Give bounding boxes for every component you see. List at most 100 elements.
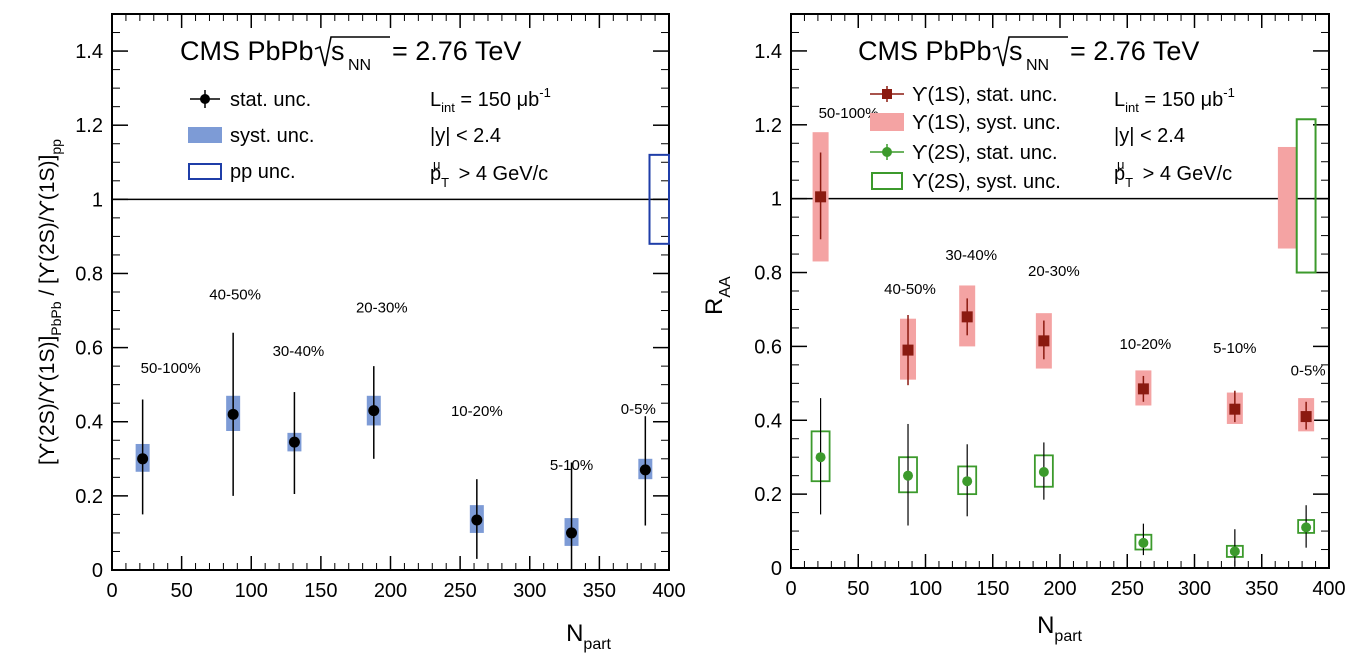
info-lumi: Lint = 150 μb-1 [430, 85, 551, 115]
axis-ticks: 0 50 100 150 200 250 300 350 400 0 0.2 0.4 0.6 0.8 1 1.… [754, 14, 1346, 600]
info-pt-sup: μ [1117, 157, 1125, 172]
chart-title: CMS PbPb s NN = 2.76 TeV [858, 36, 1199, 74]
legend-stat-marker [200, 94, 210, 104]
title-sqrt-sub: NN [1026, 57, 1049, 74]
legend-s2-syst-label: ϒ(2S), syst. unc. [912, 171, 1061, 193]
data-point [368, 405, 380, 417]
data-point [227, 408, 239, 420]
data-point [288, 436, 300, 448]
double-ratio-panel: 0 50 100 150 200 250 300 350 400 0 0.2 0.4 0.6 0.8 1 1.… [36, 13, 686, 653]
centrality-label: 20-30% [356, 300, 408, 317]
legend-stat-label: stat. unc. [230, 89, 311, 111]
pp-uncertainty-box [648, 153, 671, 245]
x-tick-label: 350 [1245, 578, 1278, 600]
legend-pp-swatch [188, 163, 222, 180]
x-tick-label: 250 [1111, 578, 1144, 600]
title-suffix: = 2.76 TeV [1070, 36, 1199, 66]
y-tick-label: 0 [771, 558, 782, 580]
centrality-label: 10-20% [451, 403, 503, 420]
x-tick-label: 400 [652, 580, 685, 602]
title-sqrt-s: s [331, 36, 345, 66]
y-tick-label: 1.4 [754, 41, 782, 63]
y-tick-label: 0.8 [75, 263, 103, 285]
y-tick-label: 1.2 [75, 115, 103, 137]
centrality-label: 50-100% [819, 105, 879, 122]
legend-s1-syst-label: ϒ(1S), syst. unc. [912, 112, 1061, 134]
x-tick-label: 200 [374, 580, 407, 602]
x-axis-label: Npart [1037, 612, 1082, 645]
data-markers [810, 118, 1317, 567]
s1-data-point [815, 191, 827, 203]
title-prefix: CMS PbPb [858, 36, 992, 66]
s1-data-point [1300, 411, 1312, 423]
s2-data-point [1038, 466, 1049, 477]
legend-pp-label: pp unc. [230, 161, 296, 183]
y-tick-label: 1 [771, 189, 782, 211]
sqrt-sign-icon [314, 36, 390, 67]
centrality-label: 5-10% [550, 457, 593, 474]
x-tick-label: 300 [513, 580, 546, 602]
s2-pp-uncertainty-box [1295, 118, 1317, 274]
centrality-labels: 50-100% 40-50% 30-40% 20-30% 10-20% 5-10% 0-5% [819, 105, 1326, 380]
info-pt: pT > 4 GeV/c [1114, 163, 1232, 190]
x-tick-label: 50 [171, 580, 193, 602]
plot-frame [790, 13, 1330, 569]
centrality-label: 10-20% [1120, 336, 1172, 353]
x-tick-label: 400 [1312, 578, 1345, 600]
x-tick-label: 0 [785, 578, 796, 600]
y-tick-label: 0.4 [75, 412, 103, 434]
x-tick-label: 250 [443, 580, 476, 602]
data-point [566, 527, 578, 539]
centrality-label: 0-5% [621, 401, 656, 418]
x-tick-label: 50 [847, 578, 869, 600]
centrality-labels: 50-100% 40-50% 30-40% 20-30% 10-20% 5-10% 0-5% [141, 286, 656, 474]
info-pt-sup: μ [433, 157, 441, 172]
centrality-label: 40-50% [884, 281, 936, 298]
x-axis-label: Npart [566, 620, 611, 653]
sqrt-sign-icon [992, 36, 1068, 67]
title-sqrt-s: s [1009, 36, 1023, 66]
centrality-label: 30-40% [273, 343, 325, 360]
y-tick-label: 0.2 [75, 486, 103, 508]
y-tick-label: 0.2 [754, 484, 782, 506]
s1-data-point [1137, 383, 1149, 395]
s1-pp-uncertainty-box [1277, 146, 1297, 249]
title-sqrt-sub: NN [348, 57, 371, 74]
info-rapidity: |y| < 2.4 [430, 125, 501, 147]
y-tick-label: 0 [92, 560, 103, 582]
info-lumi: Lint = 150 μb-1 [1114, 85, 1235, 115]
s2-data-point [1301, 522, 1312, 533]
x-tick-label: 150 [304, 580, 337, 602]
data-markers [135, 153, 671, 570]
legend: stat. unc. syst. unc. pp unc. [188, 89, 314, 183]
raa-panel: 0 50 100 150 200 250 300 350 400 0 0.2 0.4 0.6 0.8 1 1.… [701, 13, 1346, 645]
title-suffix: = 2.76 TeV [392, 36, 521, 66]
info-rapidity: |y| < 2.4 [1114, 125, 1185, 147]
x-tick-label: 300 [1178, 578, 1211, 600]
y-tick-label: 1.4 [75, 41, 103, 63]
legend: ϒ(1S), stat. unc. ϒ(1S), syst. unc. ϒ(2S… [870, 84, 1061, 193]
x-tick-label: 150 [976, 578, 1009, 600]
centrality-label: 20-30% [1028, 263, 1080, 280]
s1-data-point [1229, 403, 1241, 415]
s1-data-point [1038, 335, 1050, 347]
s2-data-point [962, 476, 973, 487]
s1-data-point [902, 344, 914, 356]
y-tick-label: 1 [92, 189, 103, 211]
centrality-label: 0-5% [1291, 363, 1326, 380]
legend-s1-stat-label: ϒ(1S), stat. unc. [912, 84, 1058, 106]
legend-syst-label: syst. unc. [230, 125, 314, 147]
s2-data-point [815, 452, 826, 463]
title-prefix: CMS PbPb [180, 36, 314, 66]
data-point [137, 453, 149, 465]
x-tick-label: 0 [106, 580, 117, 602]
run-info: Lint = 150 μb-1 |y| < 2.4 μ pT > 4 GeV/c [1114, 85, 1235, 190]
x-tick-label: 100 [235, 580, 268, 602]
y-tick-label: 0.6 [75, 338, 103, 360]
y-tick-label: 0.4 [754, 410, 782, 432]
legend-syst-swatch [188, 127, 222, 143]
info-pt: pT > 4 GeV/c [430, 163, 548, 190]
s2-data-point [1138, 537, 1149, 548]
legend-s1-syst-swatch [870, 113, 904, 131]
